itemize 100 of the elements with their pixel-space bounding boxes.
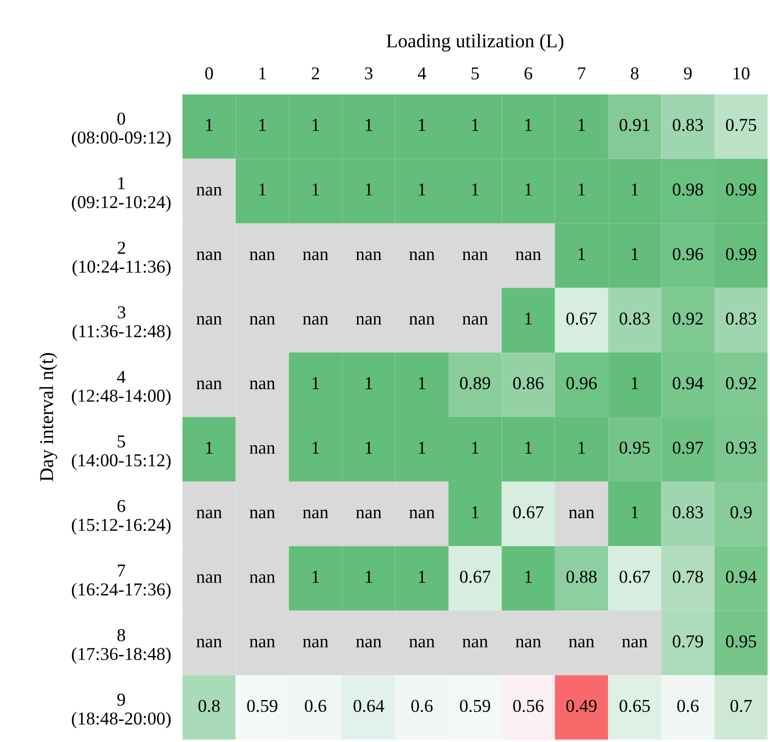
- data-label: 1: [206, 442, 213, 454]
- data-label: 0.88: [566, 570, 597, 583]
- data-label: 1: [418, 377, 426, 390]
- data-label: 0.91: [620, 118, 650, 132]
- data-label: 0.99: [726, 183, 756, 196]
- data-label: 0.75: [726, 118, 756, 132]
- text: nan: [409, 251, 435, 260]
- x-tick-label: 10: [734, 67, 750, 80]
- data-label: 1: [312, 377, 319, 390]
- data-label: 0.95: [620, 442, 650, 454]
- data-label: 0.78: [672, 570, 703, 583]
- data-label: 1: [259, 183, 266, 196]
- text: nan: [250, 638, 276, 648]
- data-label: 1: [578, 248, 585, 260]
- data-label: 0.83: [672, 118, 703, 132]
- y-tick-label: 6 (15:12-16:24): [72, 500, 171, 535]
- data-label: 1: [366, 377, 372, 390]
- data-label: 0.67: [566, 312, 597, 325]
- y-tick-label: 1 (09:12-10:24): [72, 177, 171, 212]
- data-label: 1: [472, 442, 479, 454]
- data-label: 1: [578, 118, 585, 131]
- text: nan: [462, 316, 488, 325]
- y-tick-label: 0 (08:00-09:12): [72, 112, 171, 148]
- text: nan: [409, 316, 435, 325]
- text: nan: [356, 316, 382, 325]
- data-label: 1: [632, 183, 638, 196]
- data-label: 1: [472, 506, 479, 518]
- text: nan: [196, 638, 222, 648]
- data-label: 0.89: [460, 377, 490, 390]
- data-label: 0.97: [672, 442, 704, 454]
- data-label: 1: [366, 442, 372, 454]
- data-label: 0.49: [566, 700, 597, 712]
- text: nan: [196, 251, 222, 260]
- text: nan: [196, 186, 222, 196]
- data-label: 0.67: [513, 506, 544, 518]
- data-label: 1: [259, 118, 266, 131]
- text: nan: [250, 251, 276, 260]
- text: nan: [250, 574, 276, 583]
- y-tick-label: 8 (17:36-18:48): [72, 629, 171, 664]
- text: nan: [250, 445, 276, 454]
- text: nan: [516, 251, 542, 260]
- text: nan: [462, 638, 488, 648]
- data-label: 1: [418, 442, 426, 454]
- data-label: 0.64: [354, 700, 384, 712]
- data-label: 0.59: [247, 700, 278, 712]
- y-tick-label: 9 (18:48-20:00): [72, 694, 171, 728]
- y-tick-label: 7 (16:24-17:36): [72, 564, 171, 600]
- data-label: 1: [525, 312, 532, 325]
- text: nan: [196, 574, 222, 583]
- data-label: 0.67: [460, 570, 490, 583]
- x-tick-label: 7: [578, 67, 586, 80]
- y-tick-label: 3 (11:36-12:48): [72, 306, 171, 341]
- text: nan: [302, 638, 328, 648]
- data-label: 0.94: [672, 377, 704, 390]
- data-label: 0.83: [672, 506, 703, 518]
- x-tick-label: 0: [205, 67, 213, 80]
- text: nan: [302, 510, 328, 518]
- data-label: 0.9: [730, 506, 752, 518]
- data-label: 1: [525, 442, 532, 454]
- data-label: 0.98: [672, 183, 703, 196]
- data-label: 1: [525, 183, 532, 196]
- data-label: 0.6: [411, 700, 433, 712]
- text: nan: [196, 316, 222, 325]
- data-label: 0.93: [726, 442, 756, 454]
- data-label: 1: [206, 118, 213, 131]
- data-label: 1: [418, 183, 426, 196]
- text: nan: [356, 251, 382, 260]
- data-label: 0.6: [304, 700, 326, 712]
- data-label: 0.83: [726, 312, 756, 325]
- data-label: 1: [312, 570, 319, 583]
- text: nan: [568, 510, 594, 518]
- data-label: 1: [632, 377, 638, 390]
- x-tick-label: 4: [418, 67, 426, 80]
- x-tick-label: 9: [684, 67, 692, 80]
- x-tick-label: 6: [524, 67, 532, 80]
- y-tick-label: 2 (10:24-11:36): [72, 242, 171, 276]
- data-label: 0.8: [198, 700, 220, 712]
- data-label: 0.99: [726, 248, 756, 260]
- data-label: 1: [366, 183, 372, 196]
- text: nan: [356, 510, 382, 518]
- data-label: 0.79: [672, 635, 703, 648]
- data-label: 1: [312, 183, 319, 196]
- data-label: 0.92: [672, 312, 703, 325]
- data-label: 1: [366, 118, 372, 131]
- data-label: 0.6: [677, 700, 699, 712]
- data-label: 1: [366, 570, 372, 583]
- x-tick-label: 1: [259, 67, 266, 80]
- data-label: 0.94: [726, 570, 757, 583]
- data-label: 1: [525, 118, 532, 131]
- data-label: 1: [418, 118, 426, 131]
- text: nan: [250, 510, 276, 518]
- x-tick-label: 3: [365, 67, 372, 80]
- text: nan: [196, 380, 222, 390]
- data-label: 0.86: [513, 377, 544, 390]
- text: nan: [568, 638, 594, 648]
- data-label: 0.67: [620, 570, 650, 583]
- text: nan: [516, 638, 542, 648]
- data-label: 1: [578, 442, 585, 454]
- data-label: 1: [418, 570, 426, 583]
- text: nan: [462, 251, 488, 260]
